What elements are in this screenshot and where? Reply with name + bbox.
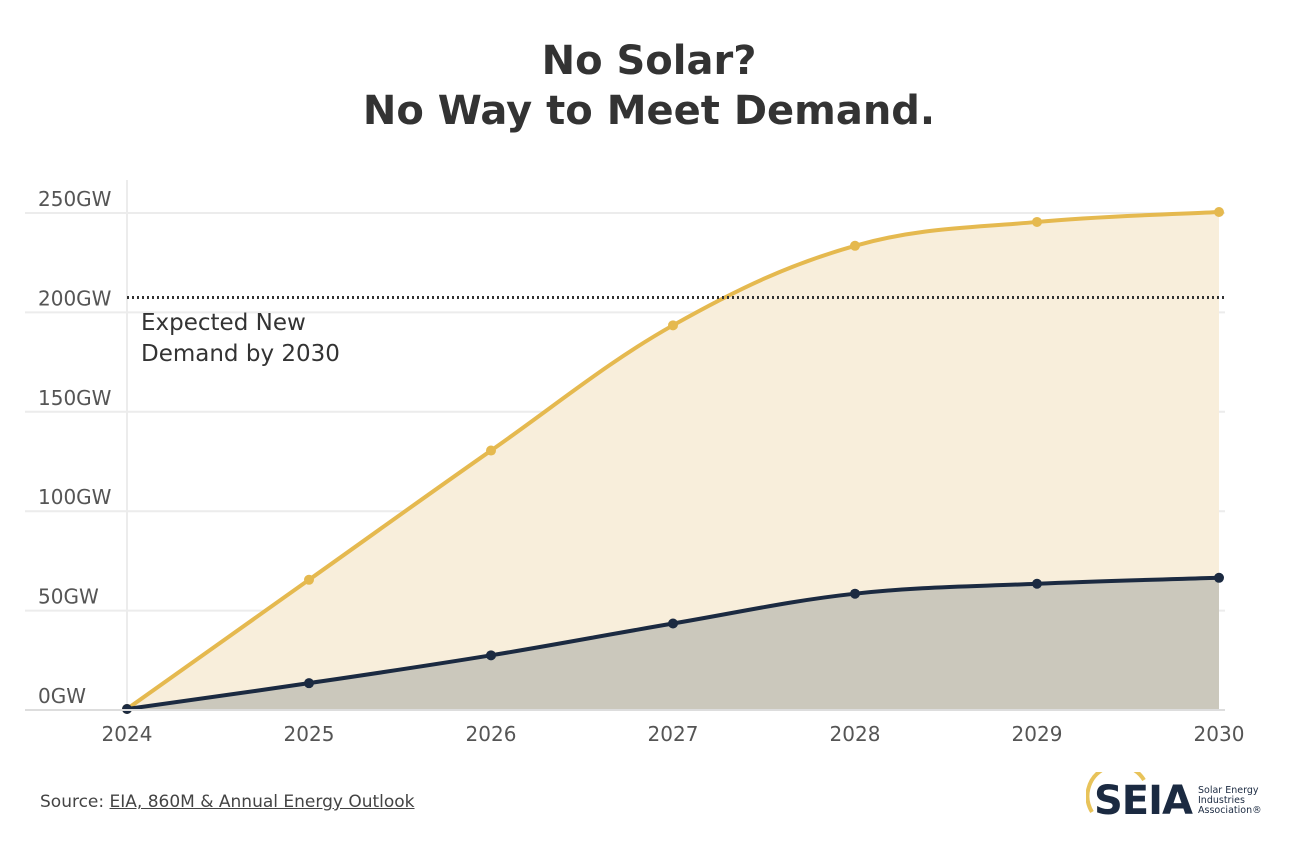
sun-arc-icon [1086,772,1146,814]
y-tick-label: 100GW [38,485,112,509]
data-point [668,320,678,331]
data-point [304,574,314,585]
x-tick-label: 2025 [284,722,335,746]
x-tick-label: 2026 [466,722,517,746]
x-tick-label: 2024 [102,722,153,746]
source-note: Source: EIA, 860M & Annual Energy Outloo… [40,792,415,812]
data-point [668,618,678,629]
x-tick-label: 2028 [830,722,881,746]
x-tick-label: 2030 [1194,722,1245,746]
data-point [486,650,496,661]
source-label: Source: [40,792,110,812]
series-area-0 [127,212,1219,709]
x-tick-label: 2027 [648,722,699,746]
chart-title-line2: No Way to Meet Demand. [362,88,936,134]
data-point [850,588,860,599]
y-tick-label: 200GW [38,286,112,310]
y-tick-label: 150GW [38,386,112,410]
y-tick-label: 0GW [38,684,86,708]
data-point [304,678,314,689]
reference-label-line2: Demand by 2030 [141,341,340,367]
x-tick-label: 2029 [1012,722,1063,746]
reference-label-line1: Expected New [141,310,306,336]
y-tick-label: 50GW [38,585,99,609]
data-point [1032,578,1042,589]
data-point [850,240,860,251]
seia-logo: SEIA Solar Energy Industries Association® [1086,772,1266,828]
data-point [486,445,496,456]
data-point [1214,572,1224,583]
series-area-1 [127,577,1219,709]
y-tick-label: 250GW [38,187,112,211]
data-point [1214,207,1224,217]
chart-title-line1: No Solar? [541,38,757,84]
data-point [1032,216,1042,227]
source-link[interactable]: EIA, 860M & Annual Energy Outlook [109,792,415,812]
